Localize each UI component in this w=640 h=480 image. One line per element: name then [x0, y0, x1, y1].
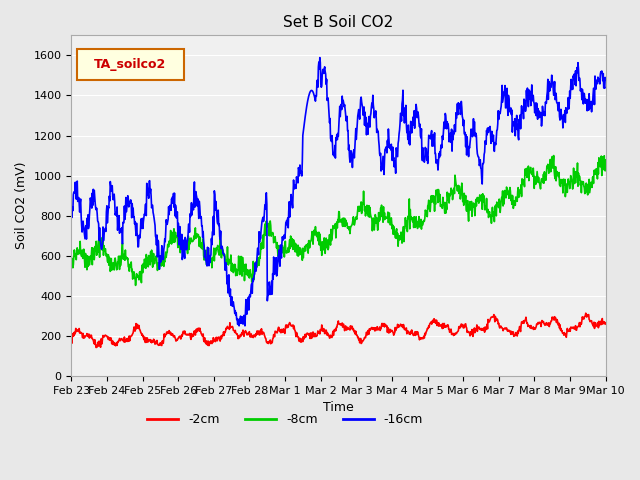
- -2cm: [581, 313, 589, 319]
- -8cm: [550, 153, 557, 158]
- -8cm: [108, 265, 116, 271]
- Y-axis label: Soil CO2 (mV): Soil CO2 (mV): [15, 162, 28, 250]
- -8cm: [93, 244, 101, 250]
- -8cm: [68, 254, 76, 260]
- Line: -8cm: -8cm: [72, 156, 605, 286]
- -2cm: [204, 338, 211, 344]
- -8cm: [132, 283, 140, 288]
- FancyBboxPatch shape: [77, 49, 184, 80]
- Title: Set B Soil CO2: Set B Soil CO2: [284, 15, 394, 30]
- X-axis label: Time: Time: [323, 401, 354, 414]
- -8cm: [204, 252, 211, 258]
- -8cm: [479, 191, 486, 197]
- Text: TA_soilco2: TA_soilco2: [94, 58, 166, 71]
- -16cm: [236, 323, 243, 329]
- -16cm: [289, 191, 297, 196]
- -2cm: [289, 322, 297, 328]
- -2cm: [68, 336, 76, 341]
- -16cm: [316, 55, 324, 60]
- -2cm: [109, 338, 116, 344]
- -16cm: [582, 96, 589, 102]
- -8cm: [289, 247, 297, 252]
- -16cm: [68, 211, 76, 216]
- -16cm: [479, 161, 487, 167]
- -16cm: [203, 261, 211, 266]
- -16cm: [602, 77, 609, 83]
- -2cm: [92, 345, 100, 350]
- -2cm: [602, 320, 609, 326]
- -8cm: [602, 157, 609, 163]
- Line: -16cm: -16cm: [72, 58, 605, 326]
- -2cm: [479, 326, 486, 332]
- Legend: -2cm, -8cm, -16cm: -2cm, -8cm, -16cm: [142, 408, 428, 431]
- Line: -2cm: -2cm: [72, 313, 605, 348]
- -16cm: [108, 183, 116, 189]
- -2cm: [94, 339, 102, 345]
- -2cm: [582, 311, 589, 316]
- -16cm: [93, 211, 101, 216]
- -8cm: [582, 181, 589, 187]
